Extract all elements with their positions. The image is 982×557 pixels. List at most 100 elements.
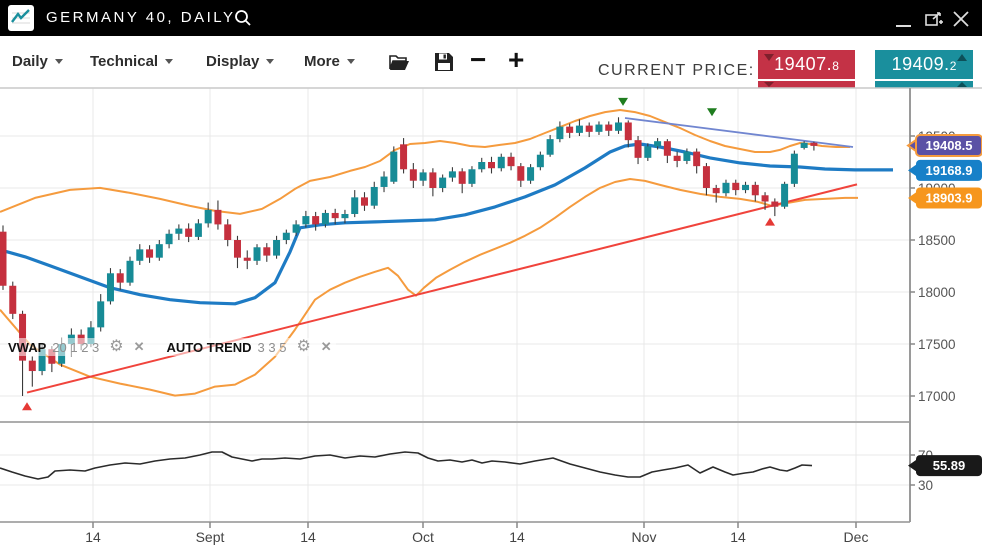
settings-gear-icon[interactable]: ⚙ bbox=[296, 338, 311, 355]
settings-gear-icon[interactable]: ⚙ bbox=[109, 338, 124, 355]
candle-body bbox=[282, 232, 290, 240]
candle-body bbox=[165, 233, 173, 245]
candle-body bbox=[781, 183, 789, 207]
buy-signal-triangle-icon bbox=[765, 217, 775, 226]
zoom-out-button[interactable]: − bbox=[470, 44, 487, 75]
candle-body bbox=[214, 209, 222, 225]
svg-text:55.89: 55.89 bbox=[933, 458, 966, 473]
price-level-badge: 19408.5 bbox=[906, 134, 982, 158]
candle-body bbox=[761, 195, 769, 202]
candle-body bbox=[654, 141, 662, 147]
price-level-badge: 18903.9 bbox=[908, 187, 982, 209]
candle-body bbox=[624, 122, 632, 141]
zoom-in-button[interactable]: + bbox=[508, 44, 525, 75]
candle-body bbox=[634, 140, 642, 158]
candle-body bbox=[605, 124, 613, 131]
open-folder-icon[interactable] bbox=[387, 50, 411, 74]
candle-body bbox=[478, 162, 486, 170]
candle-body bbox=[321, 212, 329, 225]
title-bar: GERMANY 40, DAILY bbox=[0, 0, 982, 36]
price-up-arrow-icon bbox=[957, 54, 967, 61]
chevron-down-icon bbox=[165, 59, 174, 64]
minimize-button[interactable] bbox=[896, 25, 911, 27]
candle-body bbox=[683, 151, 691, 161]
price-down-arrow-icon bbox=[764, 54, 774, 61]
candle-body bbox=[116, 273, 124, 283]
candle-body bbox=[536, 154, 544, 168]
menu-technical[interactable]: Technical bbox=[90, 53, 174, 70]
candle-body bbox=[106, 273, 114, 302]
chevron-down-icon bbox=[54, 59, 63, 64]
candle-body bbox=[810, 142, 818, 146]
candle-body bbox=[722, 182, 730, 194]
candle-body bbox=[751, 184, 759, 196]
candle-body bbox=[126, 260, 134, 283]
search-icon[interactable] bbox=[234, 9, 252, 27]
candle-body bbox=[488, 162, 495, 169]
candle-body bbox=[742, 184, 750, 191]
auto-trend-resistance-line bbox=[624, 117, 854, 148]
price-axis-label: 18000 bbox=[918, 285, 956, 300]
menu-daily[interactable]: Daily bbox=[12, 53, 63, 70]
candle-body bbox=[243, 257, 251, 261]
buy-signal-triangle-icon bbox=[22, 402, 32, 411]
remove-indicator-icon[interactable]: ✕ bbox=[133, 339, 145, 354]
bid-price-badge-clipped bbox=[758, 81, 855, 88]
candle-body bbox=[673, 155, 681, 161]
price-level-badge: 19168.9 bbox=[908, 159, 982, 181]
save-icon[interactable] bbox=[432, 50, 456, 74]
candle-body bbox=[790, 153, 798, 184]
ask-price-badge: 19409.2 bbox=[875, 50, 973, 79]
candle-body bbox=[575, 125, 583, 133]
candle-body bbox=[175, 228, 183, 234]
time-axis-label: Sept bbox=[196, 529, 225, 545]
candle-body bbox=[527, 167, 535, 181]
candle-body bbox=[390, 151, 398, 182]
menu-more[interactable]: More bbox=[304, 53, 355, 70]
indicator-labels: VWAP 20 1 2 3 ⚙ ✕ AUTO TREND 3 3 5 ⚙ ✕ bbox=[8, 338, 336, 356]
candle-body bbox=[566, 126, 574, 133]
time-axis-label: 14 bbox=[300, 529, 316, 545]
candle-body bbox=[273, 240, 281, 256]
candle-body bbox=[702, 166, 710, 188]
candle-body bbox=[28, 360, 36, 372]
candle-body bbox=[341, 214, 349, 219]
time-axis-label: Nov bbox=[632, 529, 657, 545]
candle-body bbox=[292, 224, 300, 233]
current-price-label: CURRENT PRICE: bbox=[598, 62, 755, 79]
candle-body bbox=[48, 349, 56, 364]
candle-body bbox=[360, 197, 368, 206]
chart-title: GERMANY 40, DAILY bbox=[46, 9, 236, 26]
candle-body bbox=[595, 124, 603, 132]
time-axis-label: 14 bbox=[85, 529, 101, 545]
candle-body bbox=[556, 126, 564, 140]
candle-body bbox=[771, 201, 779, 207]
close-icon[interactable] bbox=[952, 10, 970, 28]
candle-body bbox=[185, 228, 193, 237]
candle-body bbox=[380, 176, 388, 187]
candle-body bbox=[693, 151, 701, 167]
popout-window-button[interactable] bbox=[925, 11, 945, 27]
candle-body bbox=[146, 249, 154, 258]
candle-body bbox=[0, 231, 7, 286]
indicator-name-vwap: VWAP bbox=[8, 339, 47, 355]
oscillator-value-badge: 55.89 bbox=[908, 455, 982, 477]
auto-trend-support-line bbox=[26, 183, 858, 394]
svg-text:19408.5: 19408.5 bbox=[926, 138, 973, 153]
lower-band-line bbox=[0, 178, 858, 397]
candle-body bbox=[458, 171, 466, 184]
candle-body bbox=[400, 144, 408, 170]
time-axis-label: Dec bbox=[844, 529, 869, 545]
time-axis-label: 14 bbox=[509, 529, 525, 545]
candle-body bbox=[429, 172, 437, 188]
candle-body bbox=[38, 349, 46, 372]
candle-body bbox=[644, 146, 652, 158]
bid-price-badge: 19407.8 bbox=[758, 50, 855, 79]
menu-display[interactable]: Display bbox=[206, 53, 275, 70]
candle-body bbox=[253, 247, 261, 261]
candle-body bbox=[448, 171, 456, 178]
remove-indicator-icon[interactable]: ✕ bbox=[320, 339, 332, 354]
candle-body bbox=[615, 122, 623, 131]
